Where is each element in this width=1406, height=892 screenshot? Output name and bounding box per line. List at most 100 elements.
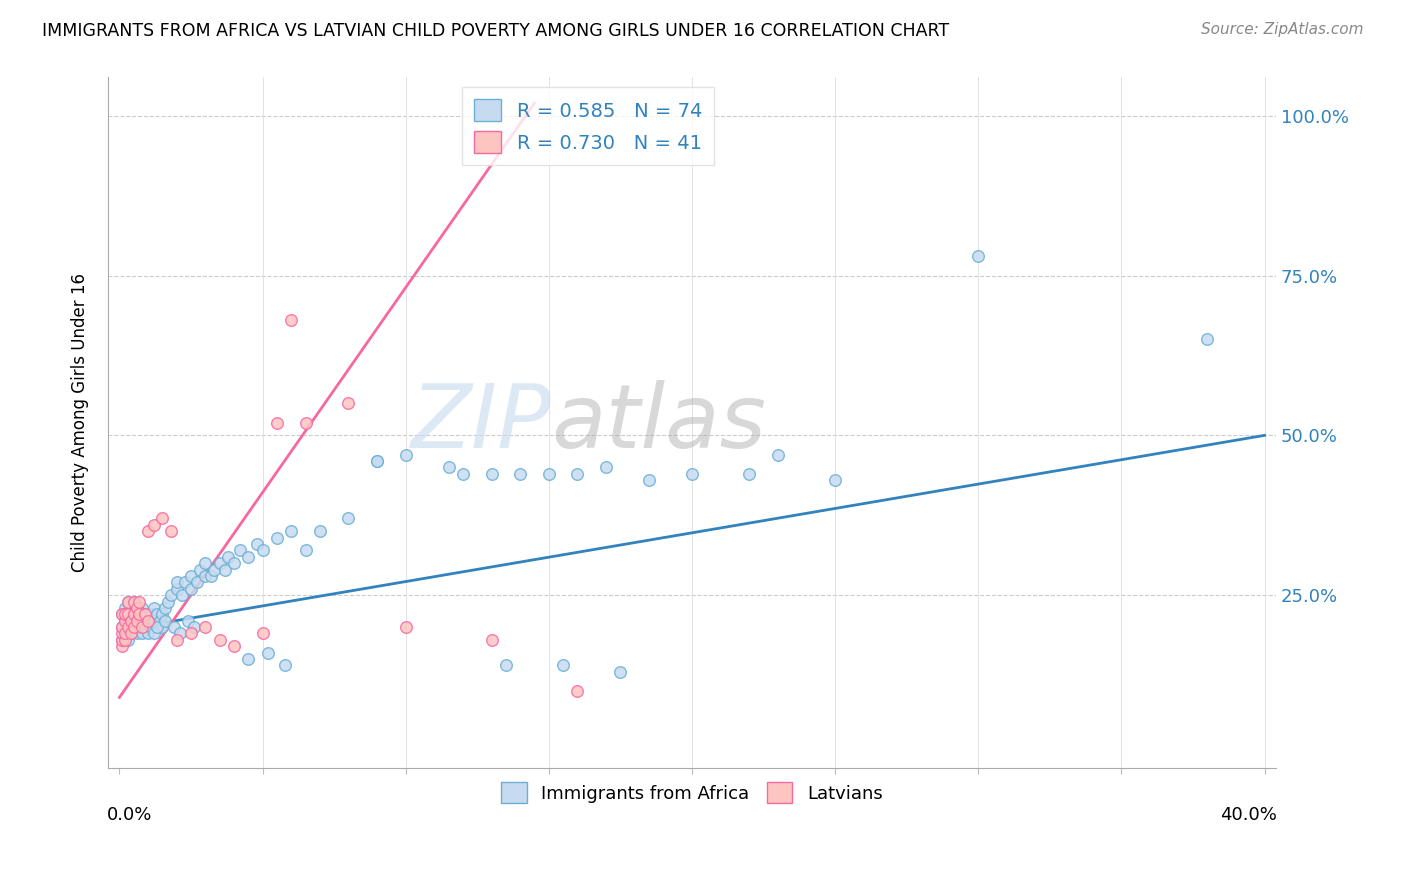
Point: [125, 626, 148, 640]
Legend: Immigrants from Africa, Latvians: Immigrants from Africa, Latvians: [494, 775, 890, 811]
Point: [186, 575, 208, 590]
Point: [567, 467, 589, 481]
Point: [202, 563, 225, 577]
Point: [136, 524, 159, 539]
Point: [122, 620, 145, 634]
Point: [114, 626, 136, 640]
Point: [481, 632, 503, 647]
Point: [337, 396, 360, 410]
Point: [114, 614, 136, 628]
Point: [188, 563, 211, 577]
Point: [111, 607, 134, 622]
Point: [134, 607, 156, 622]
Point: [246, 537, 269, 551]
Point: [131, 620, 153, 634]
Point: [128, 607, 150, 622]
Text: atlas: atlas: [551, 380, 766, 466]
Point: [160, 588, 183, 602]
Point: [194, 620, 217, 634]
Point: [208, 632, 231, 647]
Point: [681, 467, 703, 481]
Point: [142, 601, 165, 615]
Point: [766, 448, 789, 462]
Point: [395, 448, 418, 462]
Point: [120, 626, 142, 640]
Point: [166, 575, 188, 590]
Point: [125, 601, 148, 615]
Point: [451, 467, 474, 481]
Point: [537, 467, 560, 481]
Point: [125, 614, 148, 628]
Point: [111, 632, 134, 647]
Point: [122, 594, 145, 608]
Point: [172, 588, 194, 602]
Point: [120, 626, 142, 640]
Point: [136, 614, 159, 628]
Point: [395, 620, 418, 634]
Point: [567, 684, 589, 698]
Point: [824, 473, 846, 487]
Point: [117, 607, 139, 622]
Point: [150, 620, 173, 634]
Point: [117, 594, 139, 608]
Point: [252, 626, 274, 640]
Point: [294, 543, 316, 558]
Point: [738, 467, 761, 481]
Point: [122, 607, 145, 622]
Y-axis label: Child Poverty Among Girls Under 16: Child Poverty Among Girls Under 16: [72, 273, 89, 572]
Point: [139, 620, 162, 634]
Point: [257, 646, 280, 660]
Point: [111, 620, 134, 634]
Point: [120, 614, 142, 628]
Point: [638, 473, 661, 487]
Point: [177, 614, 200, 628]
Point: [252, 543, 274, 558]
Point: [111, 607, 134, 622]
Point: [150, 607, 173, 622]
Point: [266, 416, 288, 430]
Point: [125, 614, 148, 628]
Point: [134, 620, 156, 634]
Point: [481, 467, 503, 481]
Point: [139, 607, 162, 622]
Point: [180, 569, 202, 583]
Point: [157, 594, 180, 608]
Point: [148, 614, 170, 628]
Text: Source: ZipAtlas.com: Source: ZipAtlas.com: [1201, 22, 1364, 37]
Point: [180, 582, 202, 596]
Point: [111, 626, 134, 640]
Point: [134, 607, 156, 622]
Point: [117, 607, 139, 622]
Point: [122, 594, 145, 608]
Point: [1197, 333, 1219, 347]
Point: [595, 460, 617, 475]
Point: [131, 601, 153, 615]
Point: [194, 556, 217, 570]
Point: [509, 467, 531, 481]
Text: 0.0%: 0.0%: [107, 805, 152, 823]
Point: [160, 524, 183, 539]
Point: [214, 563, 236, 577]
Point: [163, 620, 186, 634]
Point: [136, 614, 159, 628]
Point: [609, 665, 631, 679]
Point: [111, 632, 134, 647]
Text: 40.0%: 40.0%: [1220, 805, 1277, 823]
Point: [280, 313, 302, 327]
Point: [120, 614, 142, 628]
Point: [274, 658, 297, 673]
Point: [553, 658, 575, 673]
Point: [117, 632, 139, 647]
Point: [142, 517, 165, 532]
Text: IMMIGRANTS FROM AFRICA VS LATVIAN CHILD POVERTY AMONG GIRLS UNDER 16 CORRELATION: IMMIGRANTS FROM AFRICA VS LATVIAN CHILD …: [42, 22, 949, 40]
Point: [117, 620, 139, 634]
Point: [174, 575, 197, 590]
Point: [145, 607, 167, 622]
Point: [228, 543, 250, 558]
Point: [366, 454, 388, 468]
Point: [155, 601, 177, 615]
Point: [114, 632, 136, 647]
Point: [366, 454, 388, 468]
Point: [437, 460, 460, 475]
Point: [222, 640, 245, 654]
